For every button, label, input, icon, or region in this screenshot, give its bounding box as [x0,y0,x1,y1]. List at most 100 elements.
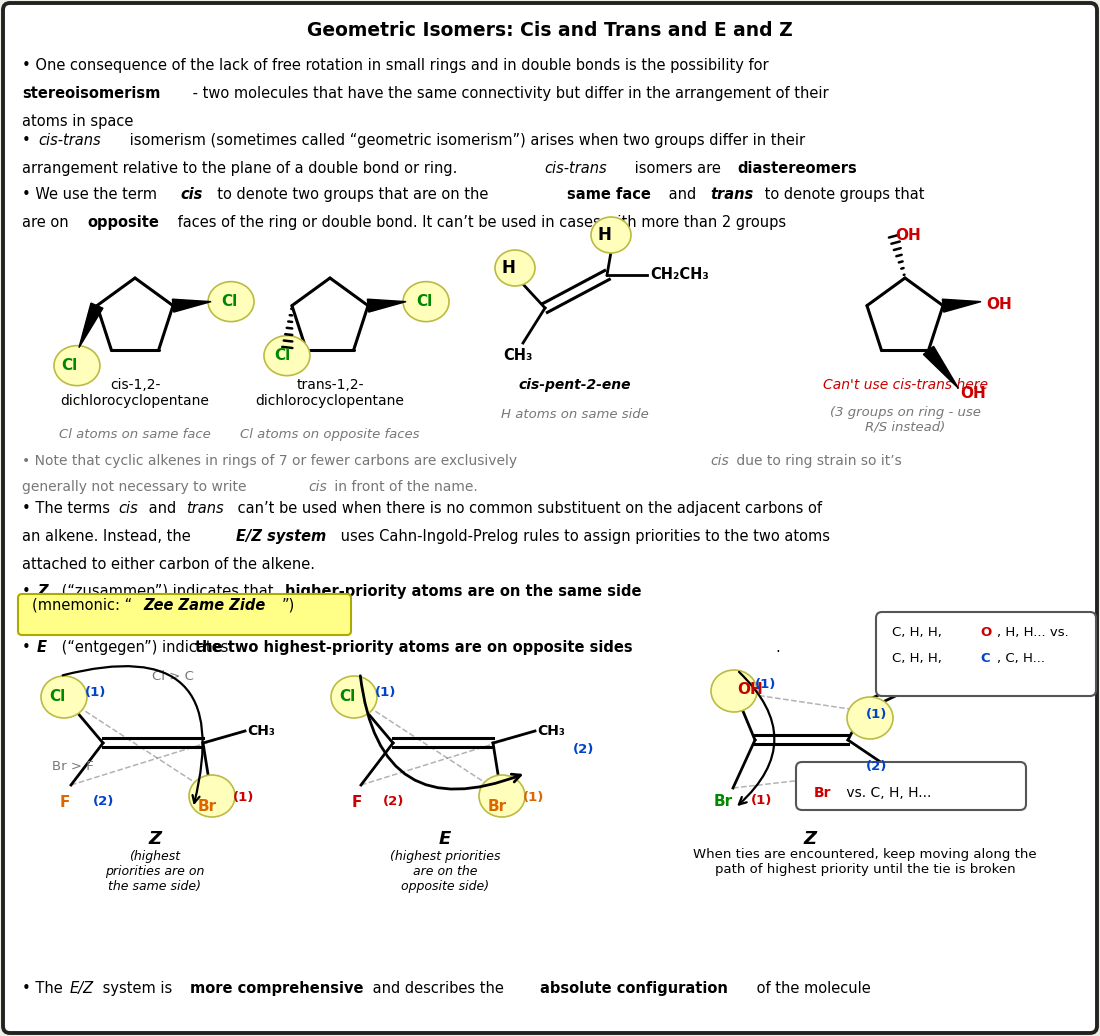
Text: Cl: Cl [274,348,290,363]
Text: Geometric Isomers: Cis and Trans and E and Z: Geometric Isomers: Cis and Trans and E a… [307,21,793,40]
Text: CH₃: CH₃ [537,724,565,738]
Text: and: and [144,501,180,516]
Text: Cl atoms on opposite faces: Cl atoms on opposite faces [240,428,420,441]
Ellipse shape [478,775,525,817]
Text: C, H, H,: C, H, H, [892,652,946,665]
Text: (1): (1) [233,792,254,804]
Text: and: and [664,188,701,202]
Text: trans: trans [710,188,754,202]
Text: to denote groups that: to denote groups that [760,188,924,202]
Text: opposite: opposite [87,215,158,230]
Text: Cl: Cl [48,689,65,704]
Text: trans-1,2-
dichlorocyclopentane: trans-1,2- dichlorocyclopentane [255,378,405,408]
Ellipse shape [189,775,235,817]
Ellipse shape [711,670,757,712]
Text: Br: Br [714,794,733,809]
Text: , H, H... vs.: , H, H... vs. [997,626,1069,639]
Text: • The: • The [22,981,67,996]
Text: Cl: Cl [416,293,432,309]
Text: OH: OH [895,228,921,243]
Text: (2): (2) [383,795,405,808]
FancyArrowPatch shape [361,675,520,789]
Text: Cl: Cl [60,357,77,373]
FancyBboxPatch shape [3,3,1097,1033]
Text: • The terms: • The terms [22,501,114,516]
FancyBboxPatch shape [796,762,1026,810]
Text: Z: Z [803,830,816,848]
Text: isomerism (sometimes called “geometric isomerism”) arises when two groups differ: isomerism (sometimes called “geometric i… [125,133,805,148]
Text: cis-trans: cis-trans [544,161,606,176]
Text: cis-1,2-
dichlorocyclopentane: cis-1,2- dichlorocyclopentane [60,378,209,408]
Text: (1): (1) [866,708,888,721]
FancyArrowPatch shape [63,666,202,803]
Text: more comprehensive: more comprehensive [190,981,363,996]
Text: cis: cis [710,454,728,468]
Text: cis-trans: cis-trans [39,133,100,148]
Ellipse shape [847,697,893,739]
Text: (1): (1) [375,686,396,699]
Text: •: • [22,133,35,148]
Text: (“zusammen”) indicates that: (“zusammen”) indicates that [57,584,278,599]
FancyBboxPatch shape [876,612,1096,696]
Text: cis: cis [180,188,202,202]
Text: and describes the: and describes the [368,981,508,996]
Text: • One consequence of the lack of free rotation in small rings and in double bond: • One consequence of the lack of free ro… [22,58,769,73]
Text: F: F [59,795,70,810]
Text: E/Z system: E/Z system [236,529,327,544]
Text: , C, H...: , C, H... [997,652,1045,665]
Text: • Note that cyclic alkenes in rings of 7 or fewer carbons are exclusively: • Note that cyclic alkenes in rings of 7… [22,454,521,468]
Text: arrangement relative to the plane of a double bond or ring.: arrangement relative to the plane of a d… [22,161,462,176]
Text: Cl atoms on same face: Cl atoms on same face [59,428,211,441]
Text: uses Cahn-Ingold-Prelog rules to assign priorities to the two atoms: uses Cahn-Ingold-Prelog rules to assign … [336,529,830,544]
Text: CH₃: CH₃ [248,724,275,738]
Text: isomers are: isomers are [630,161,726,176]
Text: cis-pent-2-ene: cis-pent-2-ene [519,378,631,392]
Text: •: • [22,584,35,599]
Text: same face: same face [566,188,651,202]
Text: Cl: Cl [221,293,238,309]
Text: stereoisomerism: stereoisomerism [22,86,161,100]
FancyBboxPatch shape [18,594,351,635]
Text: OH: OH [986,296,1012,312]
Text: E: E [37,640,47,655]
Text: of the molecule: of the molecule [752,981,871,996]
Text: (highest priorities
are on the
opposite side): (highest priorities are on the opposite … [389,850,500,893]
Text: Z: Z [148,830,162,848]
Text: atoms in space: atoms in space [22,114,133,130]
Text: (“entgegen”) indicates: (“entgegen”) indicates [57,640,233,655]
Text: ”): ”) [282,598,295,613]
Text: Br > F: Br > F [52,760,94,773]
Text: due to ring strain so it’s: due to ring strain so it’s [732,454,902,468]
Ellipse shape [54,346,100,385]
Text: cis: cis [308,480,327,494]
Text: When ties are encountered, keep moving along the
path of highest priority until : When ties are encountered, keep moving a… [693,848,1037,876]
Text: attached to either carbon of the alkene.: attached to either carbon of the alkene. [22,557,315,572]
Text: CH₂CH₃: CH₂CH₃ [650,267,708,282]
Ellipse shape [41,677,87,718]
Ellipse shape [331,677,377,718]
Text: O: O [980,626,991,639]
Text: (1): (1) [751,794,772,807]
Text: generally not necessary to write: generally not necessary to write [22,480,251,494]
Text: Br: Br [814,786,832,800]
Text: .: . [776,640,780,655]
Text: to denote two groups that are on the: to denote two groups that are on the [208,188,493,202]
Text: • We use the term: • We use the term [22,188,162,202]
Text: H: H [502,259,515,277]
Text: Cl: Cl [339,689,355,704]
Text: CH₃: CH₃ [504,348,532,363]
Text: Cl > C: Cl > C [152,670,194,683]
Text: (3 groups on ring - use
R/S instead): (3 groups on ring - use R/S instead) [829,406,980,434]
Text: faces of the ring or double bond. It can’t be used in cases with more than 2 gro: faces of the ring or double bond. It can… [173,215,786,230]
Text: (2): (2) [94,795,114,808]
Text: an alkene. Instead, the: an alkene. Instead, the [22,529,196,544]
Text: the two highest-priority atoms are on opposite sides: the two highest-priority atoms are on op… [195,640,632,655]
Text: (1): (1) [85,686,107,699]
Text: system is: system is [98,981,177,996]
Text: (mnemonic: “: (mnemonic: “ [32,598,132,613]
Polygon shape [943,299,981,312]
Ellipse shape [403,282,449,321]
Polygon shape [923,346,958,388]
Ellipse shape [591,217,631,253]
Text: Z: Z [37,584,47,599]
